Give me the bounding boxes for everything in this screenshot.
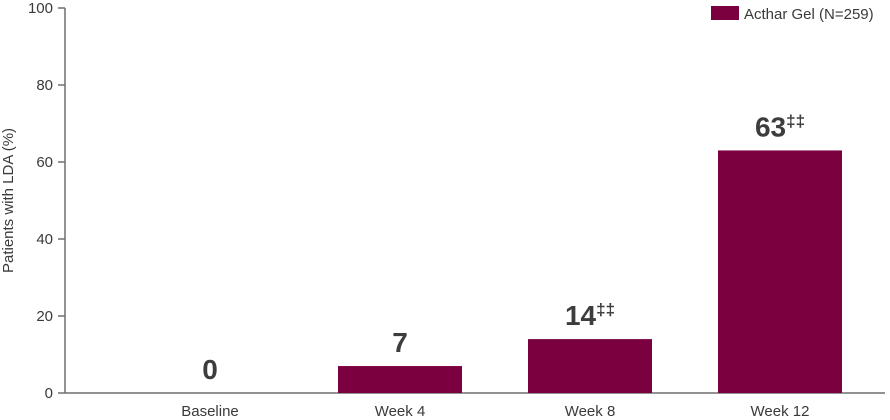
x-tick-label: Baseline [181, 403, 239, 420]
data-label: 14‡‡ [565, 300, 615, 331]
legend-swatch [711, 6, 739, 20]
bar [528, 339, 652, 393]
y-axis: 0 20 40 60 80 100 [28, 0, 66, 402]
y-axis-title: Patients with LDA (%) [0, 128, 17, 273]
legend: Acthar Gel (N=259) [711, 6, 874, 23]
data-label: 7 [392, 327, 408, 358]
x-tick-label: Week 8 [565, 403, 616, 420]
legend-label: Acthar Gel (N=259) [744, 6, 874, 23]
data-label: 0 [202, 354, 218, 385]
x-axis: Baseline Week 4 Week 8 Week 12 [65, 392, 885, 420]
data-label: 63‡‡ [755, 111, 805, 142]
bar [718, 150, 842, 393]
y-tick-label: 40 [36, 231, 53, 248]
y-tick-label: 80 [36, 77, 53, 94]
data-labels: 0 7 14‡‡ 63‡‡ [202, 111, 805, 385]
x-tick-label: Week 4 [375, 403, 426, 420]
y-tick-label: 60 [36, 154, 53, 171]
y-tick-label: 20 [36, 308, 53, 325]
y-tick-label: 0 [45, 385, 53, 402]
bar [338, 366, 462, 393]
y-tick-label: 100 [28, 0, 53, 17]
x-tick-label: Week 12 [751, 403, 810, 420]
bars [338, 150, 842, 393]
